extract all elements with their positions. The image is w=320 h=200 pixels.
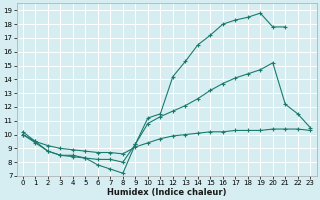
- X-axis label: Humidex (Indice chaleur): Humidex (Indice chaleur): [107, 188, 226, 197]
